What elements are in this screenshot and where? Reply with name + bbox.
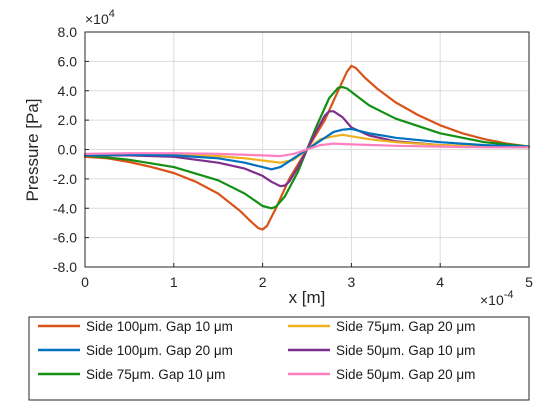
legend: Side 100μm. Gap 10 μm Side 75μm. Gap 20 μ… [38,319,475,382]
x-axis-label: x [m] [289,288,326,307]
legend-label: Side 50μm. Gap 20 μm [336,367,475,382]
y-multiplier-exponent: 4 [109,8,115,20]
y-axis-label: Pressure [Pa] [23,99,42,202]
x-tick-label: 3 [348,274,356,290]
y-tick-label: 6.0 [58,53,78,69]
legend-label: Side 75μm. Gap 20 μm [336,319,475,334]
x-tick-label: 0 [81,274,89,290]
y-multiplier-base: ×10 [85,11,109,27]
y-tick-label: -2.0 [53,171,77,187]
x-tick-label: 1 [170,274,178,290]
x-tick-label: 5 [525,274,533,290]
series-line [83,142,531,158]
legend-label: Side 75μm. Gap 10 μm [86,367,225,382]
x-multiplier: ×10-4 [480,289,514,308]
y-tick-label: 8.0 [58,24,78,40]
y-tick-label: -6.0 [53,230,77,246]
legend-label: Side 50μm. Gap 10 μm [336,343,475,358]
y-tick-label: 2.0 [58,112,78,128]
legend-box [28,316,530,401]
series-lines [83,64,531,231]
y-multiplier: ×104 [85,8,115,27]
x-multiplier-exponent: -4 [504,289,514,301]
x-multiplier-base: ×10 [480,292,504,308]
legend-label: Side 100μm. Gap 20 μm [86,343,233,358]
y-tick-label: -8.0 [53,259,77,275]
x-tick-label: 4 [436,274,444,290]
x-tick-label: 2 [259,274,267,290]
y-tick-label: 0.0 [58,142,78,158]
y-tick-label: -4.0 [53,200,77,216]
legend-label: Side 100μm. Gap 10 μm [86,319,233,334]
y-tick-label: 4.0 [58,83,78,99]
axis-ticks: 0 1 2 3 4 5 -8.0 -6.0 -4.0 -2.0 0.0 2.0 4.0 6.0 8.0 [53,24,533,290]
